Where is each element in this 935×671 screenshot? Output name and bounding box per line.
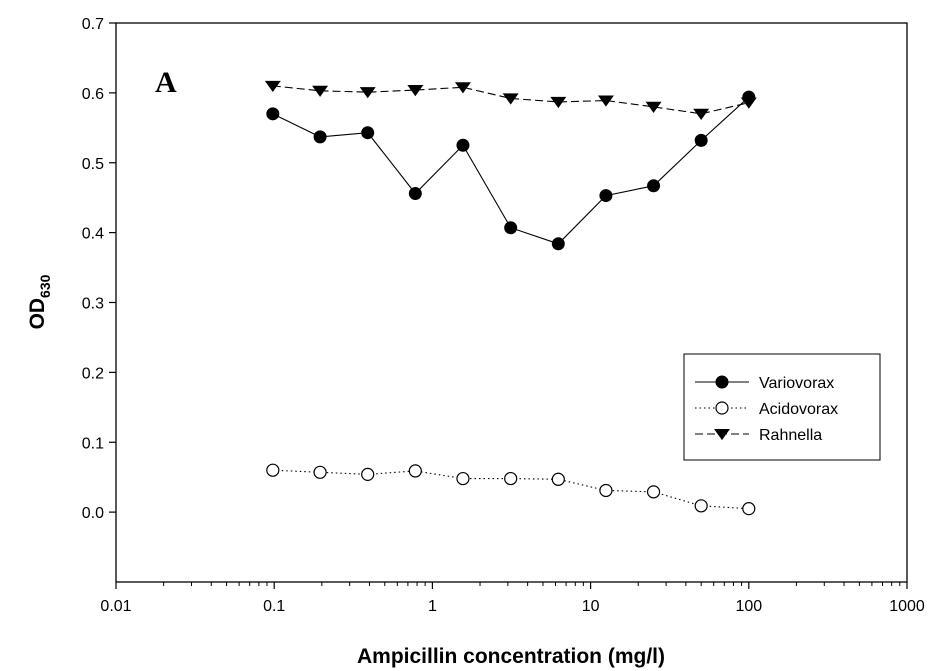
data-point-acidovorax: [266, 463, 280, 477]
data-point-variovorax: [456, 138, 470, 152]
data-point-acidovorax: [694, 499, 708, 513]
legend-label-rahnella: Rahnella: [759, 427, 822, 444]
y-tick-label: 0.7: [82, 16, 104, 33]
data-point-rahnella: [454, 82, 471, 94]
x-axis-title: Ampicillin concentration (mg/l): [357, 645, 665, 668]
legend-marker-rahnella: [714, 428, 730, 441]
data-point-variovorax: [408, 186, 422, 200]
data-point-acidovorax: [551, 472, 565, 486]
legend-marker-acidovorax: [715, 401, 729, 415]
x-tick-label: 1000: [889, 598, 925, 615]
data-point-acidovorax: [408, 464, 422, 478]
y-tick-label: 0.1: [82, 435, 104, 452]
data-point-acidovorax: [646, 485, 661, 499]
data-point-variovorax: [551, 237, 565, 251]
series-rahnella: [264, 80, 757, 120]
y-tick-label: 0.0: [82, 505, 104, 522]
data-point-variovorax: [361, 126, 375, 140]
data-point-variovorax: [647, 179, 661, 193]
y-tick-label: 0.6: [82, 86, 104, 103]
legend-marker-variovorax: [715, 375, 729, 389]
legend: Variovorax Acidovorax Rahnella: [683, 353, 881, 461]
x-tick-label: 0.1: [263, 598, 285, 615]
data-point-variovorax: [599, 189, 613, 203]
data-point-acidovorax: [456, 471, 470, 486]
y-axis-title: OD630: [26, 274, 53, 329]
y-tick-label: 0.2: [82, 365, 104, 382]
series-layer: [264, 80, 757, 516]
x-tick-label: 10: [582, 598, 600, 615]
data-point-rahnella: [312, 85, 329, 97]
x-tick-label: 1: [428, 598, 437, 615]
legend-label-acidovorax: Acidovorax: [759, 401, 838, 418]
y-axis-title-main: OD: [26, 298, 49, 330]
data-point-acidovorax: [504, 471, 518, 486]
panel-label: A: [155, 66, 177, 99]
y-tick-label: 0.5: [82, 156, 104, 173]
data-point-acidovorax: [599, 483, 613, 498]
series-line-rahnella: [272, 85, 749, 115]
data-point-rahnella: [550, 96, 567, 109]
data-point-rahnella: [407, 85, 424, 97]
y-axis-title-subscript: 630: [37, 274, 53, 298]
data-point-variovorax: [504, 221, 518, 235]
x-tick-label: 100: [735, 598, 762, 615]
y-tick-label: 0.3: [82, 296, 104, 313]
y-tick-label: 0.4: [82, 226, 104, 243]
data-point-rahnella: [645, 101, 662, 113]
legend-label-variovorax: Variovorax: [759, 375, 834, 392]
data-point-acidovorax: [361, 467, 375, 481]
y-axis-ticks: 0.0 0.1 0.2 0.3 0.4 0.5 0.6 0.7: [82, 16, 116, 522]
data-point-rahnella: [693, 108, 710, 120]
data-point-rahnella: [264, 80, 281, 92]
data-point-acidovorax: [313, 465, 327, 479]
data-point-variovorax: [266, 107, 280, 121]
data-point-variovorax: [694, 133, 708, 147]
series-acidovorax: [266, 463, 756, 516]
data-point-rahnella: [502, 93, 519, 105]
data-point-acidovorax: [742, 502, 756, 516]
data-point-variovorax: [313, 130, 327, 144]
data-point-rahnella: [597, 95, 614, 107]
x-tick-label: 0.01: [100, 598, 131, 615]
data-point-rahnella: [740, 97, 757, 109]
data-point-rahnella: [359, 87, 376, 99]
x-axis-ticks: 0.01 0.1 1 10 100 1000: [100, 582, 925, 615]
